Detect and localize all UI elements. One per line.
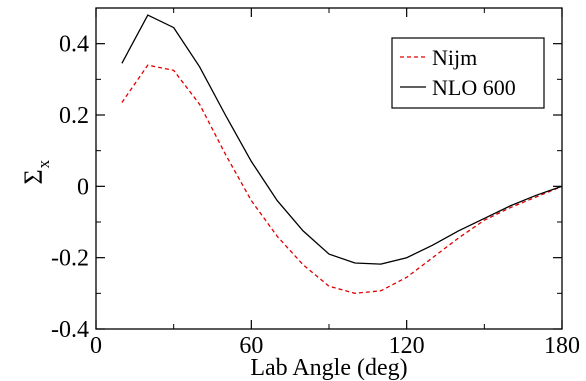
y-axis-label-main: Σ <box>19 169 48 184</box>
x-tick-label: 180 <box>544 333 580 359</box>
x-tick-label: 60 <box>239 333 263 359</box>
y-axis-label: Σx <box>19 159 53 184</box>
x-tick-label: 120 <box>389 333 425 359</box>
x-tick-label: 0 <box>90 333 102 359</box>
y-tick-label: 0.2 <box>59 103 89 129</box>
y-tick-label: -0.4 <box>51 317 89 343</box>
series-line-nlo-600 <box>121 14 563 265</box>
x-axis-label: Lab Angle (deg) <box>250 355 407 381</box>
series-line-nijm <box>121 64 563 294</box>
legend-label: Nijm <box>432 45 477 70</box>
y-tick-label: 0 <box>77 174 89 200</box>
legend-box <box>391 37 545 109</box>
axes: 0 60 120 180 -0.4 -0.2 0 0.2 0.4 Lab Angle (deg) Σ… <box>19 7 580 381</box>
legend: Nijm NLO 600 <box>391 37 545 109</box>
y-tick-label: 0.4 <box>59 32 89 58</box>
y-tick-label: -0.2 <box>51 246 89 272</box>
legend-label: NLO 600 <box>432 75 516 100</box>
series-layer <box>121 14 563 294</box>
y-axis-label-subscript: x <box>34 159 53 168</box>
